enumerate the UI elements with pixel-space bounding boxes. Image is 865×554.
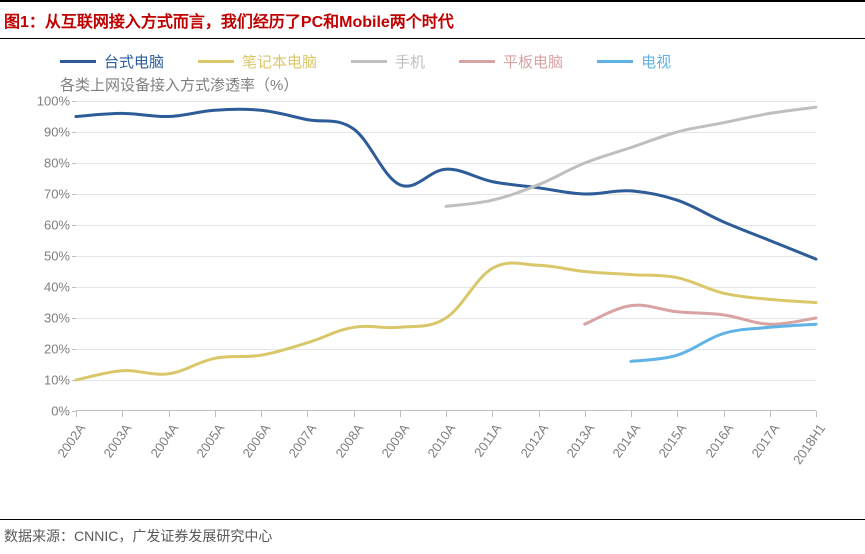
figure-title: 图1：从互联网接入方式而言，我们经历了PC和Mobile两个时代 bbox=[4, 14, 454, 31]
x-tick bbox=[169, 411, 170, 417]
y-axis-label: 20% bbox=[16, 342, 70, 357]
chart-subtitle: 各类上网设备接入方式渗透率（%） bbox=[0, 74, 865, 95]
x-axis-label: 2003A bbox=[101, 421, 135, 460]
y-tick bbox=[72, 194, 76, 195]
y-axis-label: 80% bbox=[16, 156, 70, 171]
x-axis-label: 2017A bbox=[748, 421, 782, 460]
x-axis-label: 2018H1 bbox=[790, 421, 828, 467]
y-axis-label: 0% bbox=[16, 404, 70, 419]
legend-item: 手机 bbox=[351, 51, 425, 72]
x-axis-label: 2014A bbox=[609, 421, 643, 460]
x-axis-label: 2015A bbox=[656, 421, 690, 460]
y-tick bbox=[72, 225, 76, 226]
legend: 台式电脑 笔记本电脑 手机 平板电脑 电视 bbox=[0, 39, 865, 74]
source-value: CNNIC，广发证券发展研究中心 bbox=[74, 528, 272, 544]
y-tick bbox=[72, 349, 76, 350]
legend-label: 电视 bbox=[641, 51, 671, 72]
legend-label: 笔记本电脑 bbox=[242, 51, 317, 72]
y-tick bbox=[72, 287, 76, 288]
x-axis-label: 2009A bbox=[378, 421, 412, 460]
x-axis-label: 2007A bbox=[286, 421, 320, 460]
source-footer: 数据来源：CNNIC，广发证券发展研究中心 bbox=[0, 519, 865, 546]
y-tick bbox=[72, 256, 76, 257]
x-axis-label: 2016A bbox=[702, 421, 736, 460]
y-axis-label: 100% bbox=[16, 94, 70, 109]
y-tick bbox=[72, 163, 76, 164]
legend-item: 笔记本电脑 bbox=[198, 51, 317, 72]
legend-swatch bbox=[198, 60, 234, 63]
x-tick bbox=[724, 411, 725, 417]
x-axis-label: 2010A bbox=[424, 421, 458, 460]
x-tick bbox=[677, 411, 678, 417]
legend-swatch bbox=[597, 60, 633, 63]
figure-title-bar: 图1：从互联网接入方式而言，我们经历了PC和Mobile两个时代 bbox=[0, 0, 865, 39]
y-tick bbox=[72, 318, 76, 319]
title-body: 从互联网接入方式而言，我们经历了PC和Mobile两个时代 bbox=[45, 14, 454, 31]
x-tick bbox=[770, 411, 771, 417]
x-tick bbox=[261, 411, 262, 417]
x-axis-label: 2005A bbox=[193, 421, 227, 460]
legend-item: 平板电脑 bbox=[459, 51, 563, 72]
legend-label: 平板电脑 bbox=[503, 51, 563, 72]
x-axis-label: 2006A bbox=[239, 421, 273, 460]
x-tick bbox=[76, 411, 77, 417]
x-tick bbox=[631, 411, 632, 417]
legend-label: 台式电脑 bbox=[104, 51, 164, 72]
y-tick bbox=[72, 101, 76, 102]
y-axis-label: 50% bbox=[16, 249, 70, 264]
x-tick bbox=[122, 411, 123, 417]
y-tick bbox=[72, 380, 76, 381]
x-tick bbox=[215, 411, 216, 417]
legend-label: 手机 bbox=[395, 51, 425, 72]
legend-swatch bbox=[351, 60, 387, 63]
series-line bbox=[585, 305, 816, 324]
x-tick bbox=[539, 411, 540, 417]
x-tick bbox=[816, 411, 817, 417]
legend-swatch bbox=[60, 60, 96, 63]
series-line bbox=[631, 324, 816, 361]
y-axis-label: 10% bbox=[16, 373, 70, 388]
x-axis-label: 2012A bbox=[517, 421, 551, 460]
x-axis-label: 2013A bbox=[563, 421, 597, 460]
y-tick bbox=[72, 132, 76, 133]
x-axis-label: 2004A bbox=[147, 421, 181, 460]
x-axis-label: 2002A bbox=[54, 421, 88, 460]
x-tick bbox=[307, 411, 308, 417]
y-axis-label: 90% bbox=[16, 125, 70, 140]
x-tick bbox=[400, 411, 401, 417]
chart: 0%10%20%30%40%50%60%70%80%90%100%2002A20… bbox=[16, 101, 846, 471]
title-prefix: 图1： bbox=[4, 14, 45, 31]
legend-item: 台式电脑 bbox=[60, 51, 164, 72]
x-tick bbox=[585, 411, 586, 417]
legend-swatch bbox=[459, 60, 495, 63]
chart-lines bbox=[76, 101, 816, 411]
x-tick bbox=[354, 411, 355, 417]
y-axis-label: 40% bbox=[16, 280, 70, 295]
y-axis-label: 60% bbox=[16, 218, 70, 233]
source-label: 数据来源： bbox=[4, 528, 74, 544]
x-axis-label: 2011A bbox=[471, 421, 504, 460]
x-tick bbox=[492, 411, 493, 417]
series-line bbox=[76, 109, 816, 259]
series-line bbox=[76, 263, 816, 380]
y-axis-label: 70% bbox=[16, 187, 70, 202]
legend-item: 电视 bbox=[597, 51, 671, 72]
x-tick bbox=[446, 411, 447, 417]
y-axis-label: 30% bbox=[16, 311, 70, 326]
x-axis-label: 2008A bbox=[332, 421, 366, 460]
